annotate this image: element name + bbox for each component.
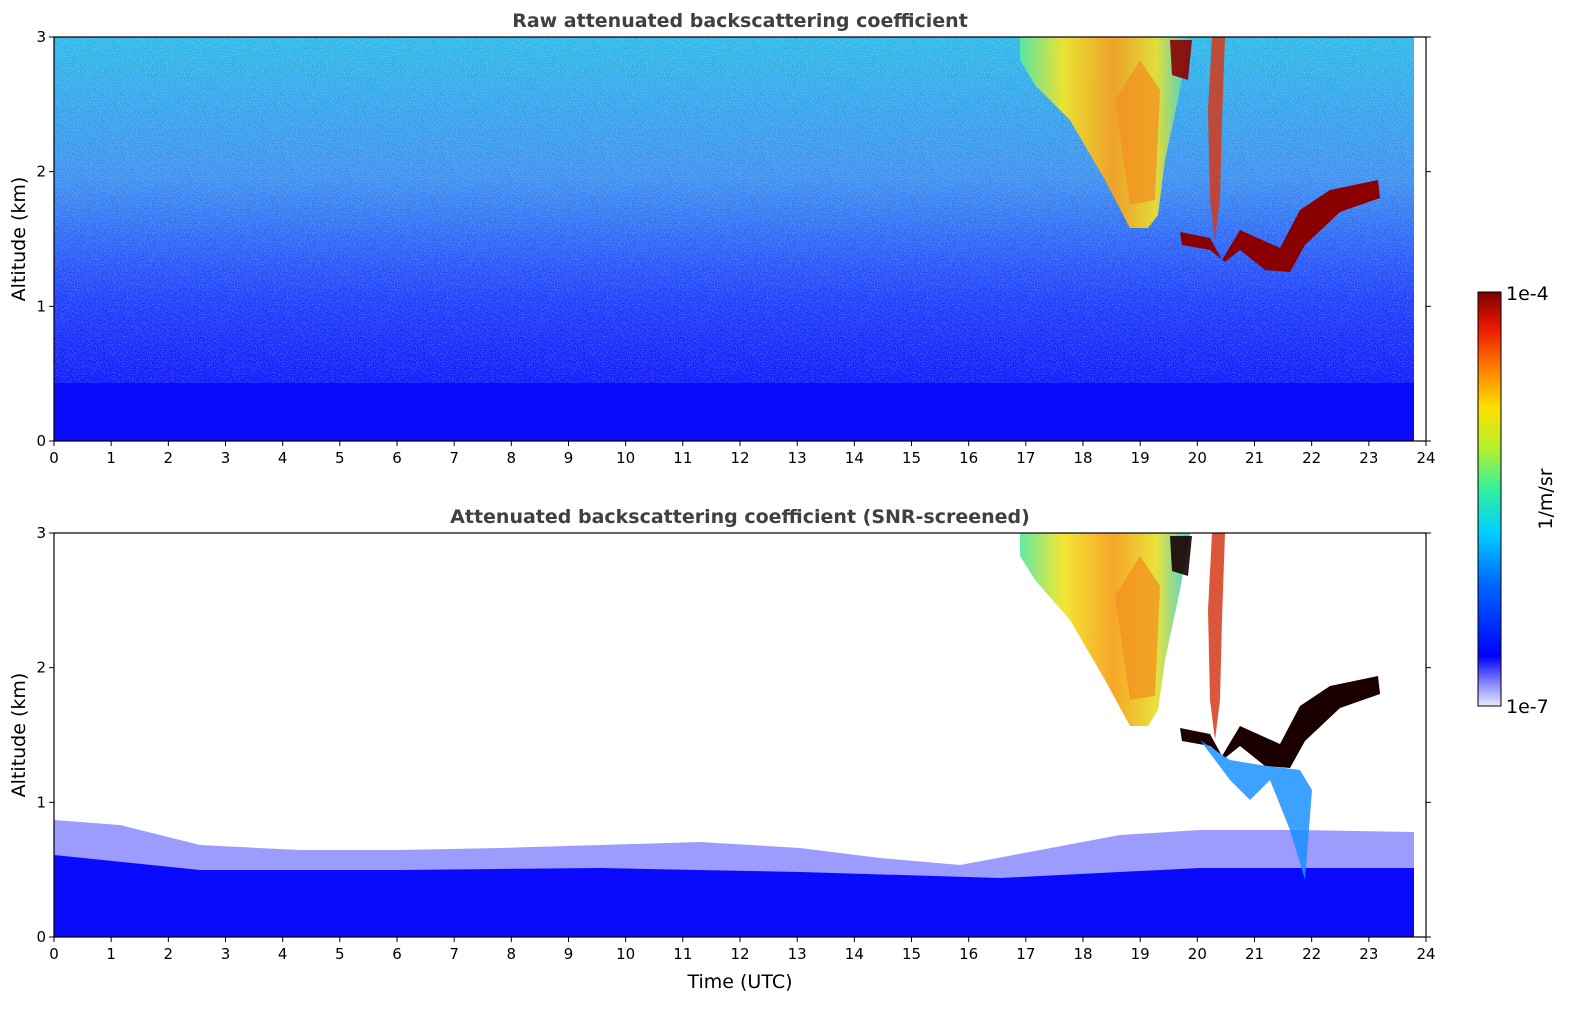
x-tick-label: 4	[278, 945, 288, 963]
x-tick-label: 3	[221, 449, 231, 467]
colorbar: 1e-4 1e-7 1/m/sr	[1477, 283, 1557, 718]
panel2-x-axis: 0 1 2 3 4 5 6 7 8 9 10 11 12 13 14 15 16 17 18 19 20 21 22 23 24	[49, 937, 1436, 963]
x-tick-label: 6	[392, 449, 402, 467]
y-tick-label: 2	[36, 163, 46, 181]
x-tick-label: 7	[449, 945, 459, 963]
x-tick-label: 13	[788, 945, 807, 963]
x-tick-label: 5	[335, 449, 345, 467]
panel2-title: Attenuated backscattering coefficient (S…	[450, 506, 1030, 528]
panel1-y-label: Altitude (km)	[8, 177, 30, 302]
x-tick-label: 9	[564, 945, 574, 963]
x-tick-label: 10	[616, 449, 635, 467]
panel1-x-axis: 0 1 2 3 4 5 6 7 8 9 10 11 12 13 14 15 16 17 18 19 20 21 22 23 24	[49, 441, 1436, 467]
x-tick-label: 20	[1188, 945, 1207, 963]
x-tick-label: 7	[449, 449, 459, 467]
y-tick-label: 3	[36, 28, 46, 46]
x-tick-label: 18	[1073, 449, 1092, 467]
panel2-plot-area	[54, 533, 1426, 937]
panel2-x-label: Time (UTC)	[686, 971, 792, 993]
x-tick-label: 1	[106, 945, 116, 963]
y-tick-label: 0	[36, 432, 46, 450]
x-tick-label: 24	[1416, 449, 1435, 467]
x-tick-label: 20	[1188, 449, 1207, 467]
x-tick-label: 17	[1016, 945, 1035, 963]
x-tick-label: 0	[49, 945, 59, 963]
x-tick-label: 0	[49, 449, 59, 467]
y-tick-label: 0	[36, 928, 46, 946]
x-tick-label: 14	[845, 945, 864, 963]
x-tick-label: 19	[1131, 449, 1150, 467]
x-tick-label: 22	[1302, 449, 1321, 467]
x-tick-label: 16	[959, 945, 978, 963]
raw-backscatter-panel: Raw attenuated backscattering coefficien…	[8, 10, 1436, 467]
y-tick-label: 1	[36, 793, 46, 811]
x-tick-label: 4	[278, 449, 288, 467]
x-tick-label: 11	[673, 449, 692, 467]
x-tick-label: 8	[507, 945, 517, 963]
colorbar-unit-label: 1/m/sr	[1535, 468, 1557, 529]
x-tick-label: 24	[1416, 945, 1435, 963]
x-tick-label: 9	[564, 449, 574, 467]
x-tick-label: 16	[959, 449, 978, 467]
panel1-cloud-layer	[1180, 180, 1380, 272]
x-tick-label: 10	[616, 945, 635, 963]
x-tick-label: 6	[392, 945, 402, 963]
x-tick-label: 2	[164, 945, 174, 963]
x-tick-label: 1	[106, 449, 116, 467]
x-tick-label: 12	[730, 449, 749, 467]
y-tick-label: 1	[36, 297, 46, 315]
panel1-y-axis: 0 1 2 3	[36, 28, 1431, 450]
x-tick-label: 13	[788, 449, 807, 467]
panel1-plot-area	[54, 37, 1426, 441]
y-tick-label: 3	[36, 524, 46, 542]
x-tick-label: 23	[1359, 449, 1378, 467]
x-tick-label: 21	[1245, 945, 1264, 963]
panel2-y-label: Altitude (km)	[8, 673, 30, 798]
panel2-y-axis: 0 1 2 3	[36, 524, 1431, 946]
x-tick-label: 18	[1073, 945, 1092, 963]
x-tick-label: 8	[507, 449, 517, 467]
x-tick-label: 17	[1016, 449, 1035, 467]
screened-backscatter-panel: Attenuated backscattering coefficient (S…	[8, 506, 1436, 993]
colorbar-max-label: 1e-4	[1506, 283, 1549, 305]
x-tick-label: 3	[221, 945, 231, 963]
x-tick-label: 11	[673, 945, 692, 963]
colorbar-min-label: 1e-7	[1506, 696, 1549, 718]
panel1-title: Raw attenuated backscattering coefficien…	[512, 10, 968, 32]
panel2-cloud-layer	[1180, 676, 1380, 768]
colorbar-gradient	[1477, 291, 1502, 707]
x-tick-label: 12	[730, 945, 749, 963]
x-tick-label: 2	[164, 449, 174, 467]
x-tick-label: 19	[1131, 945, 1150, 963]
x-tick-label: 22	[1302, 945, 1321, 963]
x-tick-label: 5	[335, 945, 345, 963]
x-tick-label: 14	[845, 449, 864, 467]
panel1-boundary-layer	[54, 383, 1414, 441]
y-tick-label: 2	[36, 659, 46, 677]
x-tick-label: 15	[902, 449, 921, 467]
x-tick-label: 21	[1245, 449, 1264, 467]
x-tick-label: 15	[902, 945, 921, 963]
x-tick-label: 23	[1359, 945, 1378, 963]
